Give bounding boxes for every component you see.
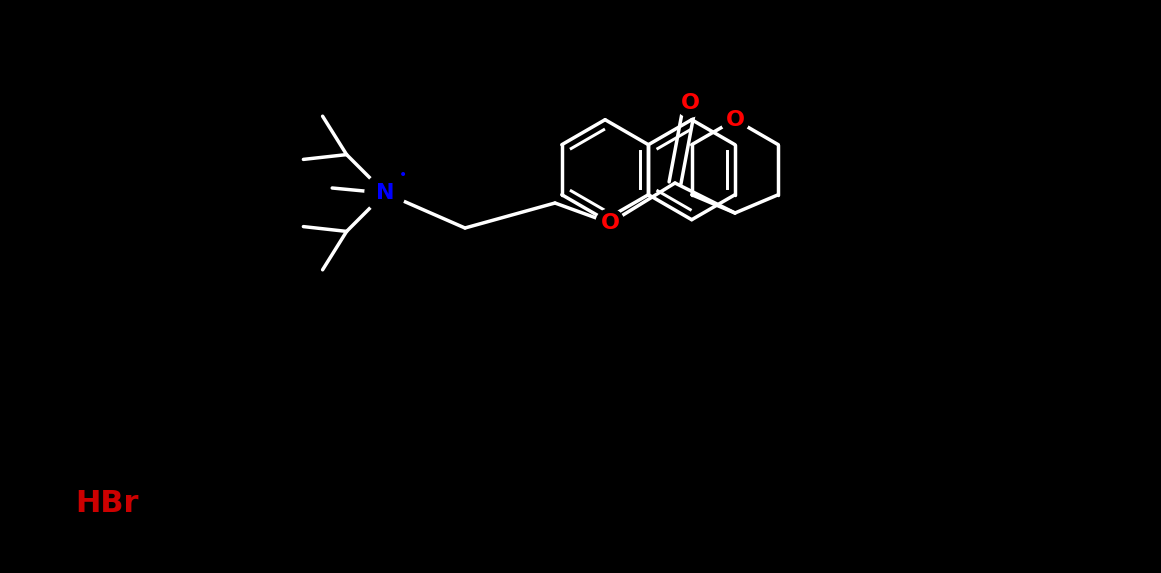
Text: •: • [399,168,408,182]
Circle shape [596,209,623,237]
Text: N: N [376,183,395,203]
Circle shape [676,89,704,117]
Circle shape [721,105,749,134]
Circle shape [365,173,405,213]
Text: HBr: HBr [75,489,138,517]
Text: O: O [726,109,744,129]
Text: O: O [680,93,699,113]
Text: O: O [600,213,620,233]
